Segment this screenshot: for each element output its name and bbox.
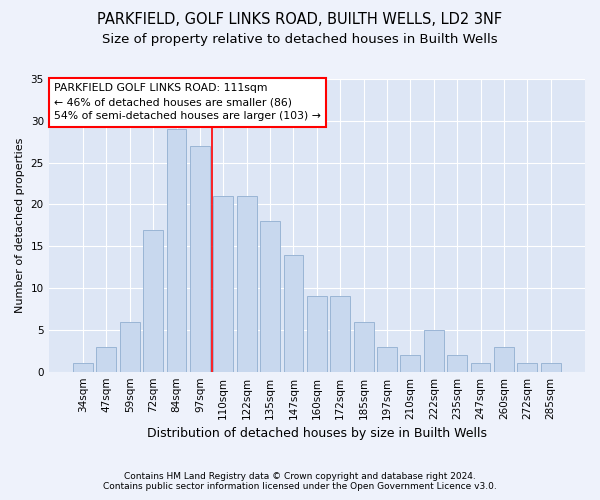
Bar bbox=[214, 196, 233, 372]
Bar bbox=[167, 129, 187, 372]
Bar bbox=[494, 346, 514, 372]
Bar bbox=[517, 364, 537, 372]
Bar bbox=[143, 230, 163, 372]
Y-axis label: Number of detached properties: Number of detached properties bbox=[15, 138, 25, 313]
Text: Contains HM Land Registry data © Crown copyright and database right 2024.: Contains HM Land Registry data © Crown c… bbox=[124, 472, 476, 481]
Bar bbox=[307, 296, 327, 372]
Bar bbox=[284, 254, 304, 372]
Bar bbox=[120, 322, 140, 372]
Bar bbox=[237, 196, 257, 372]
Bar bbox=[73, 364, 93, 372]
Bar bbox=[190, 146, 210, 372]
Bar bbox=[353, 322, 374, 372]
Bar bbox=[97, 346, 116, 372]
X-axis label: Distribution of detached houses by size in Builth Wells: Distribution of detached houses by size … bbox=[147, 427, 487, 440]
Bar bbox=[424, 330, 443, 372]
Bar bbox=[400, 355, 421, 372]
Text: Contains public sector information licensed under the Open Government Licence v3: Contains public sector information licen… bbox=[103, 482, 497, 491]
Bar bbox=[447, 355, 467, 372]
Bar bbox=[470, 364, 490, 372]
Text: PARKFIELD GOLF LINKS ROAD: 111sqm
← 46% of detached houses are smaller (86)
54% : PARKFIELD GOLF LINKS ROAD: 111sqm ← 46% … bbox=[54, 84, 321, 122]
Bar bbox=[260, 221, 280, 372]
Text: Size of property relative to detached houses in Builth Wells: Size of property relative to detached ho… bbox=[102, 32, 498, 46]
Bar bbox=[541, 364, 560, 372]
Text: PARKFIELD, GOLF LINKS ROAD, BUILTH WELLS, LD2 3NF: PARKFIELD, GOLF LINKS ROAD, BUILTH WELLS… bbox=[97, 12, 503, 28]
Bar bbox=[330, 296, 350, 372]
Bar bbox=[377, 346, 397, 372]
